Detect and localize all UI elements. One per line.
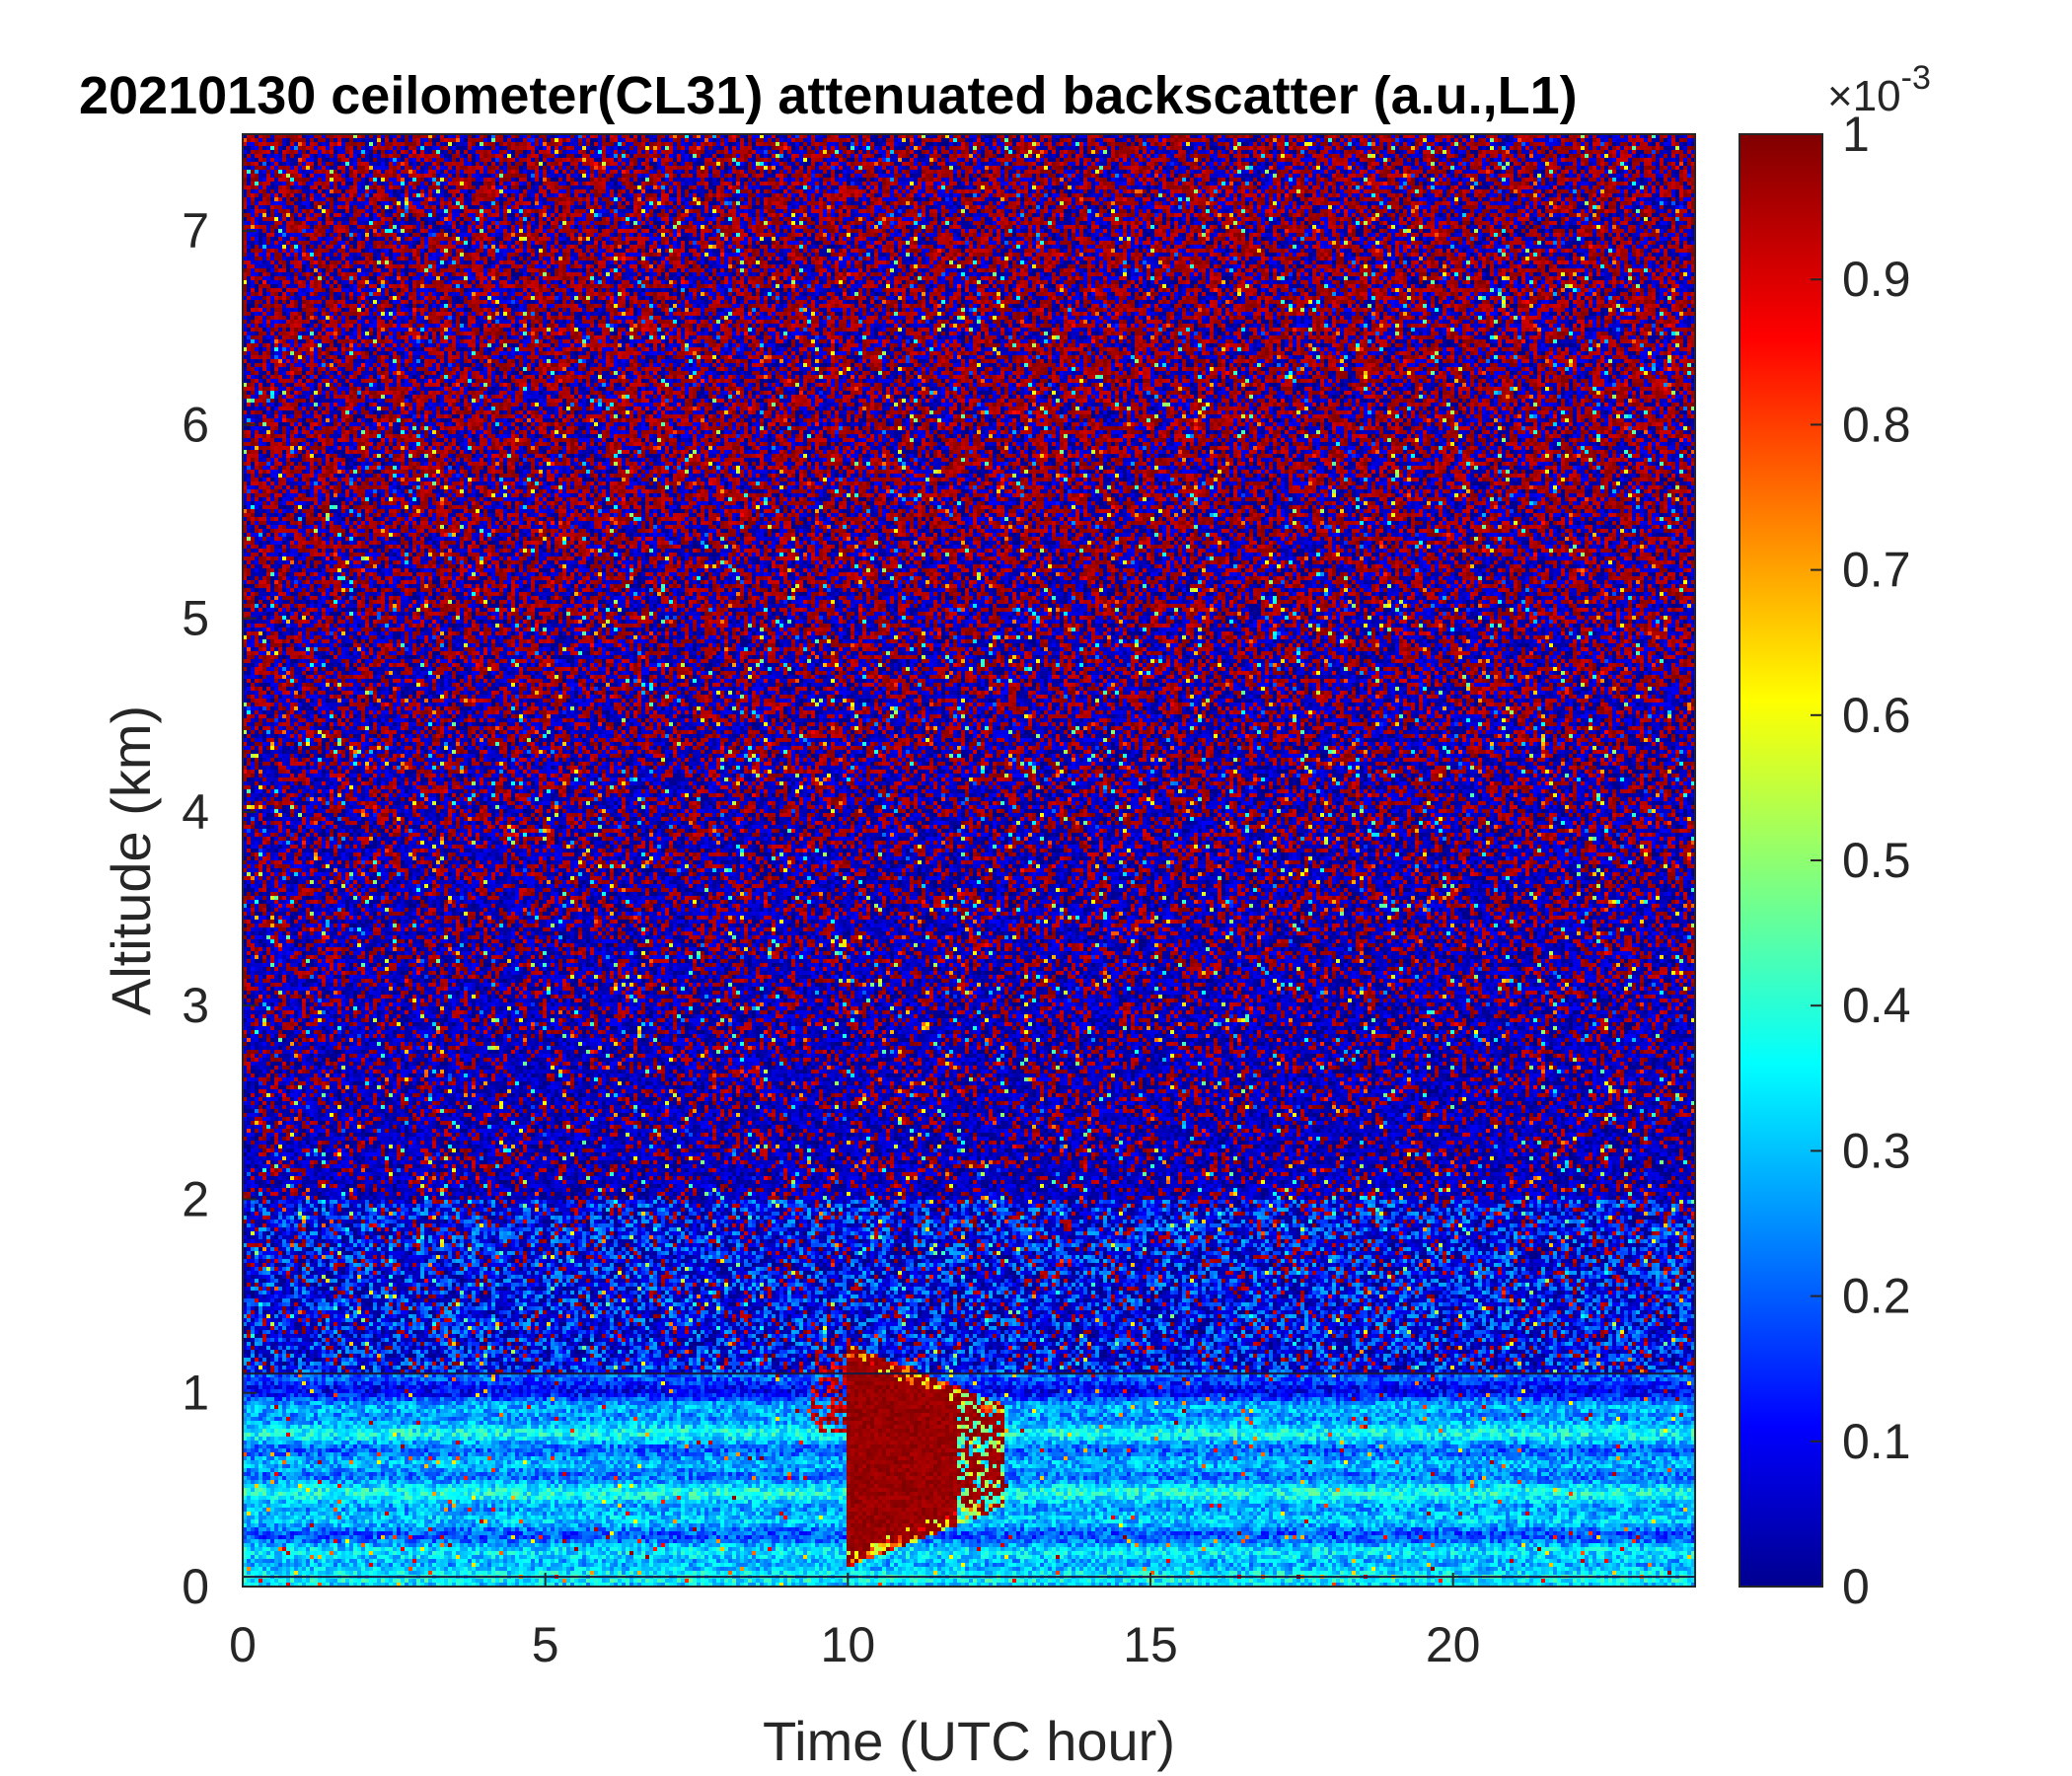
colorbar-tick-label: 0.6	[1842, 688, 1911, 743]
y-tick-label: 2	[182, 1171, 209, 1226]
y-axis: 0 1 2 3 4 5 6 7	[182, 203, 257, 1614]
plot-frame	[242, 133, 1696, 1588]
colorbar-gradient	[1739, 133, 1823, 1588]
colorbar-tick-label: 0.7	[1842, 543, 1911, 598]
x-tick-label: 20	[1426, 1617, 1481, 1672]
y-tick-label: 7	[182, 203, 209, 259]
colorbar-tick-label: 0.1	[1842, 1414, 1911, 1469]
y-tick-label: 3	[182, 978, 209, 1033]
x-tick-label: 15	[1123, 1617, 1178, 1672]
colorbar-multiplier-base: ×10	[1827, 72, 1901, 120]
y-tick-label: 1	[182, 1366, 209, 1421]
y-tick-label: 0	[182, 1559, 209, 1614]
colorbar-ticks: 0 0.1 0.2 0.3 0.4 0.5 0.6 0.7 0.8 0.9 1	[1811, 107, 1911, 1614]
y-axis-label: Altitude (km)	[100, 705, 162, 1015]
colorbar-tick-label: 0.8	[1842, 397, 1911, 452]
x-tick-label: 0	[229, 1617, 257, 1672]
colorbar-multiplier-exponent: -3	[1901, 59, 1931, 97]
colorbar-tick-label: 0.2	[1842, 1269, 1911, 1324]
colorbar-tick-label: 1	[1842, 107, 1870, 162]
heatmap-image	[243, 134, 1695, 1587]
y-tick-label: 4	[182, 784, 209, 840]
colorbar-tick-label: 0	[1842, 1559, 1870, 1614]
x-tick-label: 5	[532, 1617, 559, 1672]
colorbar-tick-label: 0.5	[1842, 833, 1911, 888]
colorbar-tick-label: 0.4	[1842, 978, 1911, 1033]
colorbar: 0 0.1 0.2 0.3 0.4 0.5 0.6 0.7 0.8 0.9 1 ×10-3	[1739, 59, 1931, 1614]
colorbar-tick-label: 0.9	[1842, 252, 1911, 307]
plot-area	[242, 133, 1696, 1588]
x-axis: 0 5 10 15 20	[229, 1573, 1480, 1672]
chart-title: 20210130 ceilometer(CL31) attenuated bac…	[79, 66, 1578, 125]
colorbar-multiplier: ×10-3	[1827, 59, 1931, 120]
y-tick-label: 5	[182, 591, 209, 646]
colorbar-tick-label: 0.3	[1842, 1123, 1911, 1178]
y-tick-label: 6	[182, 397, 209, 452]
x-tick-label: 10	[821, 1617, 876, 1672]
x-axis-label: Time (UTC hour)	[763, 1710, 1175, 1772]
